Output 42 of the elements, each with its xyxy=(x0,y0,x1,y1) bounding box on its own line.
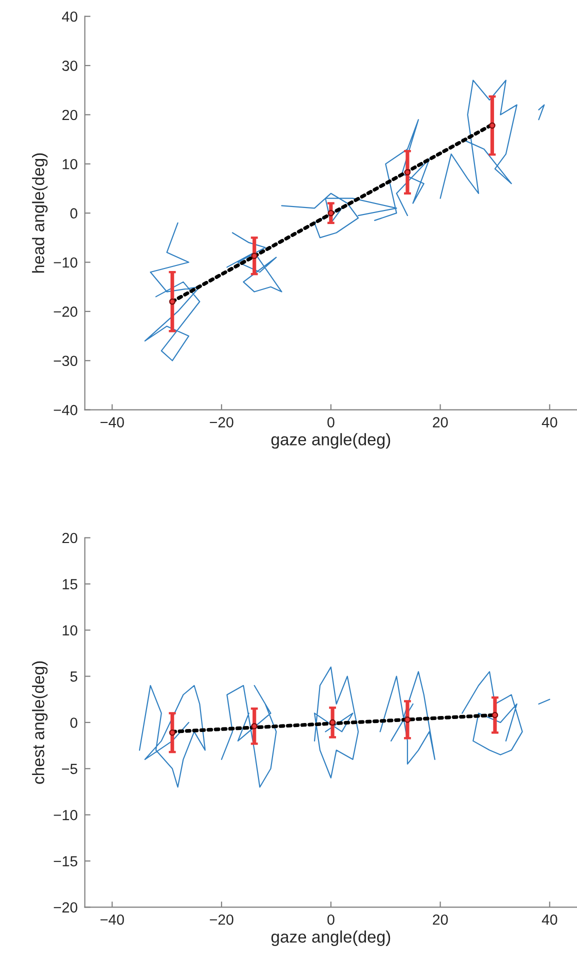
point xyxy=(329,719,336,726)
point xyxy=(251,723,258,730)
point xyxy=(489,122,496,129)
x-axis-title: gaze angle(deg) xyxy=(271,433,390,449)
y-tick-label: −5 xyxy=(62,764,78,774)
x-axis-title: gaze angle(deg) xyxy=(271,930,390,946)
y-tick-label: 15 xyxy=(62,579,78,590)
y-tick-label: 30 xyxy=(62,60,78,71)
x-tick-label: 40 xyxy=(542,417,558,428)
x-tick-label: 20 xyxy=(432,914,448,925)
y-tick-label: −20 xyxy=(54,306,78,317)
y-tick-label: 0 xyxy=(70,718,78,728)
y-tick-label: 20 xyxy=(62,110,78,120)
point xyxy=(251,252,258,260)
y-tick-label: 40 xyxy=(62,11,78,22)
x-tick-label: −20 xyxy=(210,417,234,428)
point xyxy=(328,210,334,216)
y-tick-label: −20 xyxy=(54,902,78,913)
point xyxy=(404,716,411,723)
y-tick-label: 0 xyxy=(70,208,78,219)
y-tick-label: 5 xyxy=(70,672,78,682)
y-axis-title: chest angle(deg) xyxy=(32,661,48,784)
y-axis-title: head angle(deg) xyxy=(32,153,48,273)
point xyxy=(169,729,176,736)
x-tick-label: 40 xyxy=(542,914,558,925)
y-tick-label: 20 xyxy=(62,532,78,544)
y-tick-label: −10 xyxy=(54,810,78,820)
x-tick-label: 0 xyxy=(327,914,334,925)
x-tick-label: 20 xyxy=(432,417,448,428)
y-tick-label: 10 xyxy=(62,625,78,636)
point xyxy=(492,712,498,718)
x-tick-label: 0 xyxy=(327,417,334,428)
y-tick-label: −15 xyxy=(54,856,78,866)
y-tick-label: 10 xyxy=(62,159,78,170)
x-tick-label: −20 xyxy=(210,914,234,925)
y-tick-label: −10 xyxy=(54,257,78,268)
point xyxy=(404,169,411,176)
y-tick-label: −30 xyxy=(54,356,78,366)
x-tick-label: −40 xyxy=(100,914,124,925)
x-tick-label: −40 xyxy=(100,417,124,428)
point xyxy=(169,298,176,305)
y-tick-label: −40 xyxy=(54,404,78,416)
